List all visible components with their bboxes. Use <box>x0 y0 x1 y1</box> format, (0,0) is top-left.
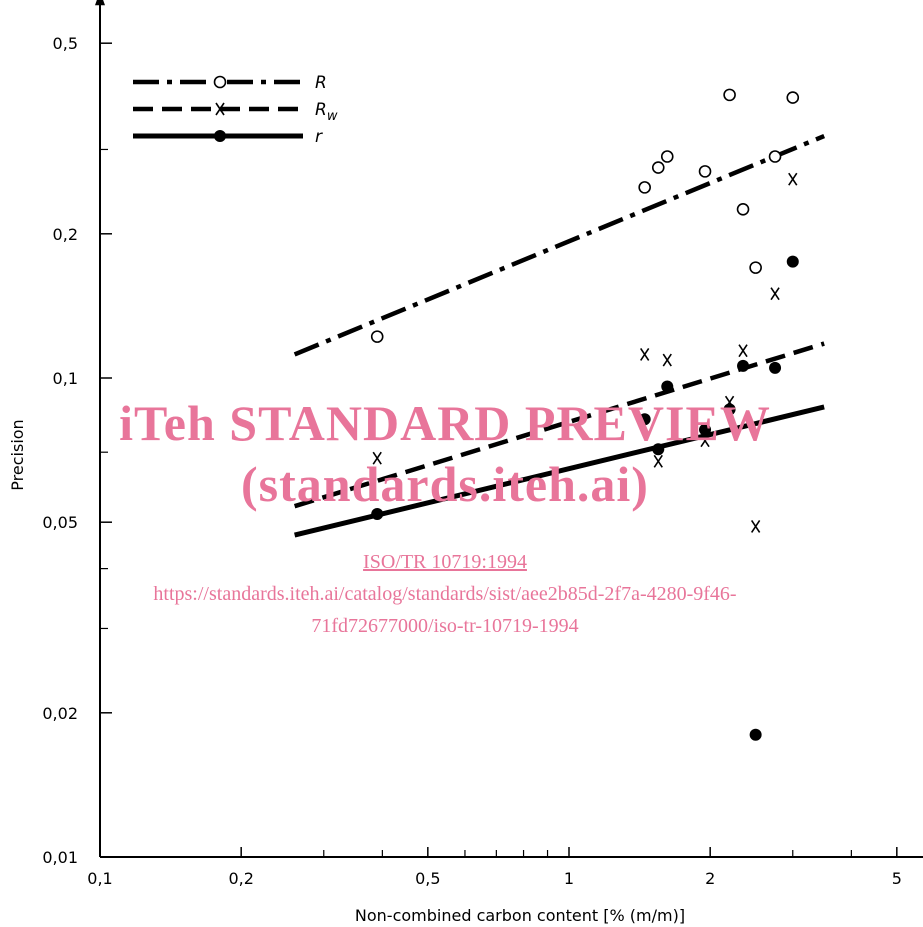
y-axis-title: Precision <box>8 419 27 490</box>
axes <box>95 0 923 858</box>
data-point-R <box>660 150 674 163</box>
x-tick-label: 5 <box>892 869 902 888</box>
data-point-Rw <box>700 434 710 448</box>
data-point-Rw <box>372 451 382 465</box>
data-point-R <box>723 88 736 102</box>
data-point-Rw <box>770 287 780 301</box>
data-point-r <box>723 403 736 416</box>
data-point-r <box>638 413 651 426</box>
x-tick-label: 0,5 <box>415 869 440 888</box>
x-tick-label: 1 <box>564 869 574 888</box>
x-axis-title: Non-combined carbon content [% (m/m)] <box>355 906 685 925</box>
data-point-r <box>699 423 712 436</box>
x-tick-label: 0,2 <box>228 869 253 888</box>
watermark-subtitle: (standards.iteh.ai) <box>241 456 649 512</box>
watermark-url-line1[interactable]: https://standards.iteh.ai/catalog/standa… <box>153 583 737 605</box>
data-point-Rw <box>640 347 650 361</box>
legend-marker-R <box>213 75 227 89</box>
y-axis-arrow <box>95 0 105 6</box>
watermark-title: iTeh STANDARD PREVIEW <box>119 395 771 451</box>
fit-line-Rw <box>293 341 825 509</box>
data-point-Rw <box>653 454 663 468</box>
y-tick-label: 0,01 <box>42 848 78 867</box>
data-point-r <box>737 359 750 372</box>
x-tick-label: 0,1 <box>87 869 112 888</box>
data-point-R <box>749 261 762 274</box>
y-tick-label: 0,02 <box>42 704 78 723</box>
data-point-Rw <box>750 519 761 533</box>
data-point-R <box>698 165 712 178</box>
y-tick-label: 0,2 <box>53 225 78 244</box>
data-point-R <box>638 181 651 194</box>
data-point-r <box>786 255 799 268</box>
y-tick-label: 0,5 <box>53 34 78 53</box>
data-point-r <box>749 728 762 741</box>
fit-line-R <box>293 133 826 357</box>
watermark-url-line2[interactable]: 71fd72677000/iso-tr-10719-1994 <box>311 615 579 637</box>
data-point-r <box>769 361 782 374</box>
y-tick-label: 0,1 <box>53 369 78 388</box>
data-point-Rw <box>788 172 798 186</box>
legend-label-R: R <box>315 73 327 93</box>
data-points <box>370 88 800 741</box>
data-point-R <box>768 150 782 163</box>
data-point-r <box>371 508 384 521</box>
legend-label-Rw: Rw <box>315 100 338 124</box>
data-point-r <box>652 443 665 456</box>
legend-marker-r <box>214 130 226 142</box>
data-point-Rw <box>738 344 748 358</box>
axis-ticks: 0,1 0,2 0,5 1 2 5 0,01 0,02 0,05 0,1 0,2 0,5 <box>42 34 902 888</box>
data-point-R <box>736 203 750 216</box>
data-point-R <box>786 91 800 104</box>
data-point-Rw <box>662 353 672 367</box>
legend: R Rw r <box>133 73 338 147</box>
legend-label-r: r <box>315 127 323 147</box>
data-point-R <box>651 161 665 174</box>
legend-marker-Rw <box>215 102 225 116</box>
x-tick-label: 2 <box>705 869 715 888</box>
data-point-r <box>661 380 674 393</box>
watermark-standard-link[interactable]: ISO/TR 10719:1994 <box>363 551 527 573</box>
y-tick-label: 0,05 <box>42 513 78 532</box>
data-point-R <box>370 330 384 343</box>
